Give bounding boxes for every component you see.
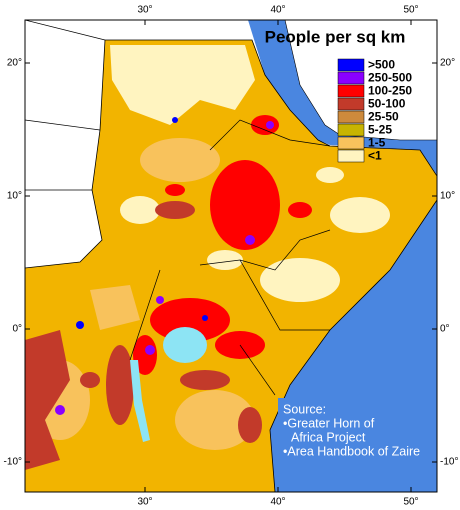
lat-label: 10°	[440, 191, 455, 202]
legend-label: 250-500	[368, 71, 412, 85]
legend-label: 25-50	[368, 110, 399, 124]
lon-label: 50°	[403, 5, 418, 16]
legend-swatch	[337, 97, 365, 111]
legend-swatch	[337, 58, 365, 72]
legend-swatch	[337, 123, 365, 137]
lat-label: 20°	[440, 58, 455, 69]
dense-areas	[133, 115, 312, 375]
lon-label: 50°	[403, 497, 418, 508]
source-box	[278, 398, 428, 470]
legend-swatch	[337, 149, 365, 163]
lat-label: 0°	[12, 324, 22, 335]
medium-areas	[25, 201, 262, 470]
source-line: •Greater Horn of	[283, 416, 375, 430]
source-line: Africa Project	[291, 430, 366, 444]
legend-label: 100-250	[368, 84, 412, 98]
lat-label: 10°	[7, 191, 22, 202]
legend-swatch	[337, 84, 365, 98]
lake-tanganyika	[130, 360, 150, 442]
title: People per sq km	[265, 27, 406, 46]
borders	[25, 20, 331, 396]
lat-label: -10°	[4, 457, 22, 468]
legend-swatch	[337, 71, 365, 85]
lat-label: -10°	[440, 457, 458, 468]
legend-label: 5-25	[368, 123, 392, 137]
legend-label: 50-100	[368, 97, 406, 111]
lon-label: 30°	[137, 497, 152, 508]
very-dense-spots	[55, 117, 274, 415]
lon-label: 40°	[270, 497, 285, 508]
legend-swatch	[337, 136, 365, 150]
lake-victoria	[163, 327, 207, 363]
lat-label: 20°	[7, 58, 22, 69]
legend-label: <1	[368, 149, 382, 163]
map-body	[25, 20, 437, 492]
source-line: •Area Handbook of Zaire	[283, 444, 420, 458]
source-line: Source:	[283, 402, 326, 416]
legend-label: >500	[368, 58, 395, 72]
legend-label: 1-5	[368, 136, 386, 150]
frame	[24, 19, 438, 493]
lon-label: 30°	[137, 5, 152, 16]
lat-label: 0°	[440, 324, 450, 335]
legend-swatch	[337, 110, 365, 124]
lon-label: 40°	[270, 5, 285, 16]
sparse-areas	[110, 45, 390, 302]
